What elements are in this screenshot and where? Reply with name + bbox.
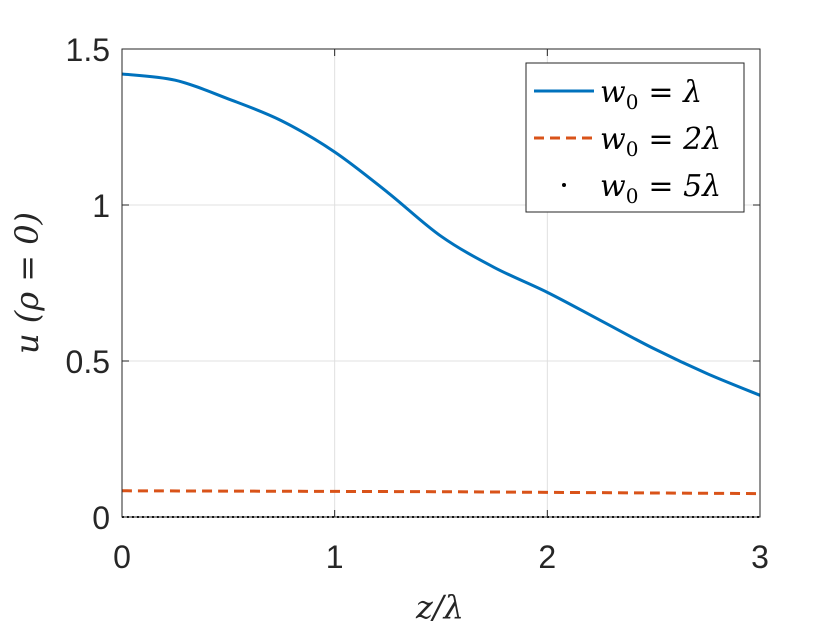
legend-entry-value: = λ <box>648 75 702 110</box>
legend-marker-3 <box>562 183 566 187</box>
legend-entry-symbol: w <box>600 122 626 157</box>
legend-entry-value: = 5λ <box>648 169 721 204</box>
x-tick-label: 0 <box>113 539 131 575</box>
x-axis-label: z/λ <box>415 588 464 626</box>
y-tick-label: 0 <box>92 500 110 536</box>
legend-entry-value: = 2λ <box>648 122 721 157</box>
y-tick-label: 1 <box>92 188 110 224</box>
series-line-1 <box>121 72 761 397</box>
y-axis-label: u (ρ = 0) <box>8 212 46 354</box>
y-tick-label: 1.5 <box>66 32 110 68</box>
legend-box <box>525 62 745 213</box>
legend-entry-subscript: 0 <box>626 184 639 208</box>
x-tick-label: 2 <box>538 539 556 575</box>
y-tick-label: 0.5 <box>66 344 110 380</box>
legend-entry-subscript: 0 <box>626 90 639 114</box>
x-tick-label: 1 <box>326 539 344 575</box>
legend-entry-symbol: w <box>600 75 626 110</box>
plot-area-frame <box>121 48 761 518</box>
legend-entry-1: w0 = λ <box>600 75 702 114</box>
legend-entry-symbol: w <box>600 169 626 204</box>
legend-entry-2: w0 = 2λ <box>600 122 721 161</box>
legend-entry-3: w0 = 5λ <box>600 169 721 208</box>
axis-ticks: 0 1 2 3 0 0.5 1 1.5 <box>66 32 769 575</box>
legend-entry-subscript: 0 <box>626 137 639 161</box>
x-tick-label: 3 <box>751 539 769 575</box>
series-line-2 <box>121 489 761 496</box>
